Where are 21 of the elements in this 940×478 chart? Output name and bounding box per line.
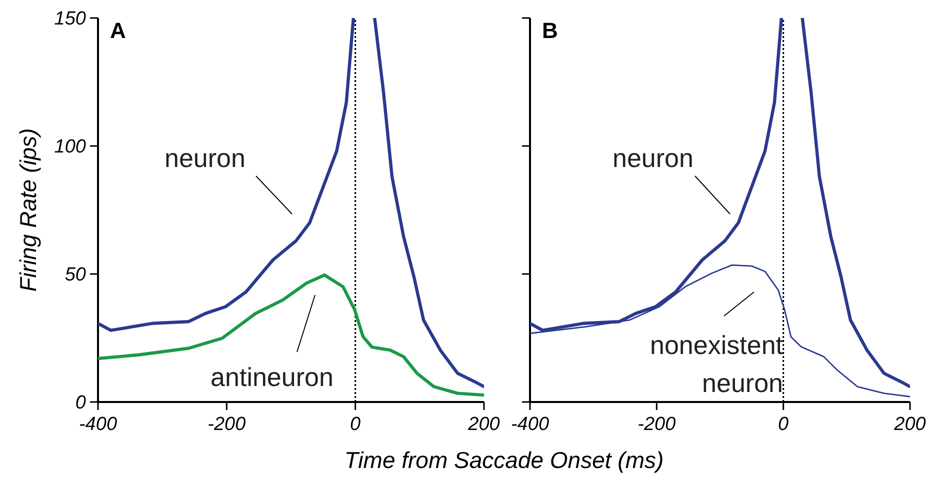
x-tick-label: -400 <box>510 414 550 435</box>
x-axis-title: Time from Saccade Onset (ms) <box>344 447 664 473</box>
y-tick-label: 50 <box>64 264 86 286</box>
y-axis-title: Firing Rate (ips) <box>15 128 41 292</box>
y-tick-label: 100 <box>54 136 86 158</box>
x-tick-label: 200 <box>467 414 500 435</box>
x-tick-label: -200 <box>208 414 246 435</box>
x-tick-label: 0 <box>350 414 362 435</box>
chart-title: A <box>110 18 126 43</box>
text: neuron <box>612 143 694 173</box>
series-label: nonexistent neuron <box>650 330 784 398</box>
y-tick-label: 150 <box>54 8 86 30</box>
y-tick-label: 0 <box>75 392 86 414</box>
line-series <box>98 273 484 397</box>
x-tick-label: 0 <box>778 414 790 435</box>
text: neuron <box>164 143 246 173</box>
x-tick-label: -200 <box>638 414 676 435</box>
chart-title: B <box>542 18 558 43</box>
x-tick-label: 200 <box>893 414 926 435</box>
x-tick-label: -400 <box>78 414 118 435</box>
series-label: antineuron <box>210 362 334 392</box>
